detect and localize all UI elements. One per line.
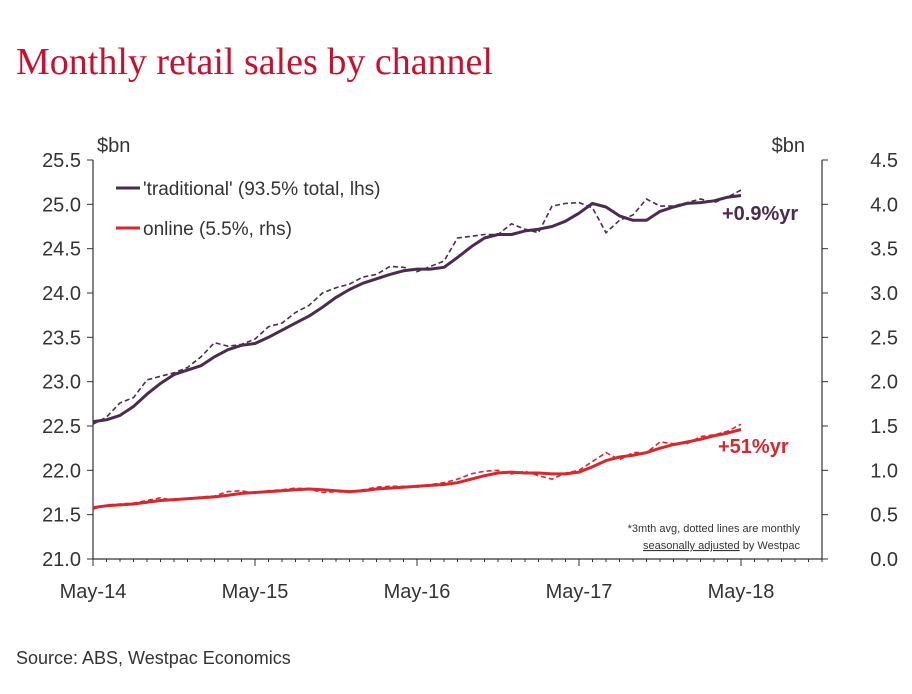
legend: 'traditional' (93.5% total, lhs) online (… xyxy=(116,179,380,240)
footnote-suffix: by Westpac xyxy=(740,540,801,552)
right-tick-label: 2.0 xyxy=(870,372,898,394)
x-tick-label: May-16 xyxy=(384,581,451,603)
left-axis-unit: $bn xyxy=(97,135,130,157)
annotation-traditional: +0.9%yr xyxy=(722,203,798,225)
x-tick-label: May-14 xyxy=(60,581,127,603)
online-monthly-line xyxy=(92,423,742,511)
left-tick-label: 22.0 xyxy=(42,460,81,482)
left-tick-label: 21.5 xyxy=(42,505,81,527)
right-tick-label: 3.5 xyxy=(870,239,898,261)
footnote-line-2: seasonally adjusted by Westpac xyxy=(643,540,800,552)
legend-label-traditional: 'traditional' (93.5% total, lhs) xyxy=(143,179,380,200)
annotations: +0.9%yr +51%yr xyxy=(718,203,798,458)
left-tick-label: 24.5 xyxy=(42,239,81,261)
chart-title: Monthly retail sales by channel xyxy=(16,41,493,83)
footnote-underlined: seasonally adjusted xyxy=(643,540,740,552)
series-lines xyxy=(92,189,742,511)
footnote: *3mth avg, dotted lines are monthly seaso… xyxy=(628,523,801,552)
traditional-monthly-line xyxy=(92,189,742,425)
left-tick-label: 24.0 xyxy=(42,283,81,305)
right-tick-label: 4.5 xyxy=(870,150,898,172)
right-tick-label: 1.0 xyxy=(870,460,898,482)
tick-labels: 21.0 21.5 22.0 22.5 23.0 23.5 24.0 24.5 25.0 25.5… xyxy=(42,135,898,603)
left-tick-label: 23.0 xyxy=(42,372,81,394)
annotation-online: +51%yr xyxy=(718,436,789,458)
right-tick-label: 0.0 xyxy=(870,549,898,571)
x-tick-label: May-15 xyxy=(222,581,289,603)
left-tick-label: 21.0 xyxy=(42,549,81,571)
left-tick-label: 22.5 xyxy=(42,416,81,438)
legend-label-online: online (5.5%, rhs) xyxy=(143,219,292,240)
axes xyxy=(87,159,828,566)
footnote-line-1: *3mth avg, dotted lines are monthly xyxy=(628,523,801,535)
left-tick-label: 23.5 xyxy=(42,327,81,349)
left-tick-label: 25.0 xyxy=(42,194,81,216)
right-tick-label: 2.5 xyxy=(870,327,898,349)
right-tick-label: 1.5 xyxy=(870,416,898,438)
left-tick-label: 25.5 xyxy=(42,150,81,172)
online-trend-line xyxy=(92,428,742,510)
right-tick-label: 4.0 xyxy=(870,194,898,216)
x-tick-label: May-17 xyxy=(546,581,613,603)
source-note: Source: ABS, Westpac Economics xyxy=(16,648,291,668)
x-tick-label: May-18 xyxy=(708,581,775,603)
right-tick-label: 0.5 xyxy=(870,505,898,527)
right-tick-label: 3.0 xyxy=(870,283,898,305)
traditional-trend-line xyxy=(92,194,742,424)
right-axis-unit: $bn xyxy=(772,135,805,157)
